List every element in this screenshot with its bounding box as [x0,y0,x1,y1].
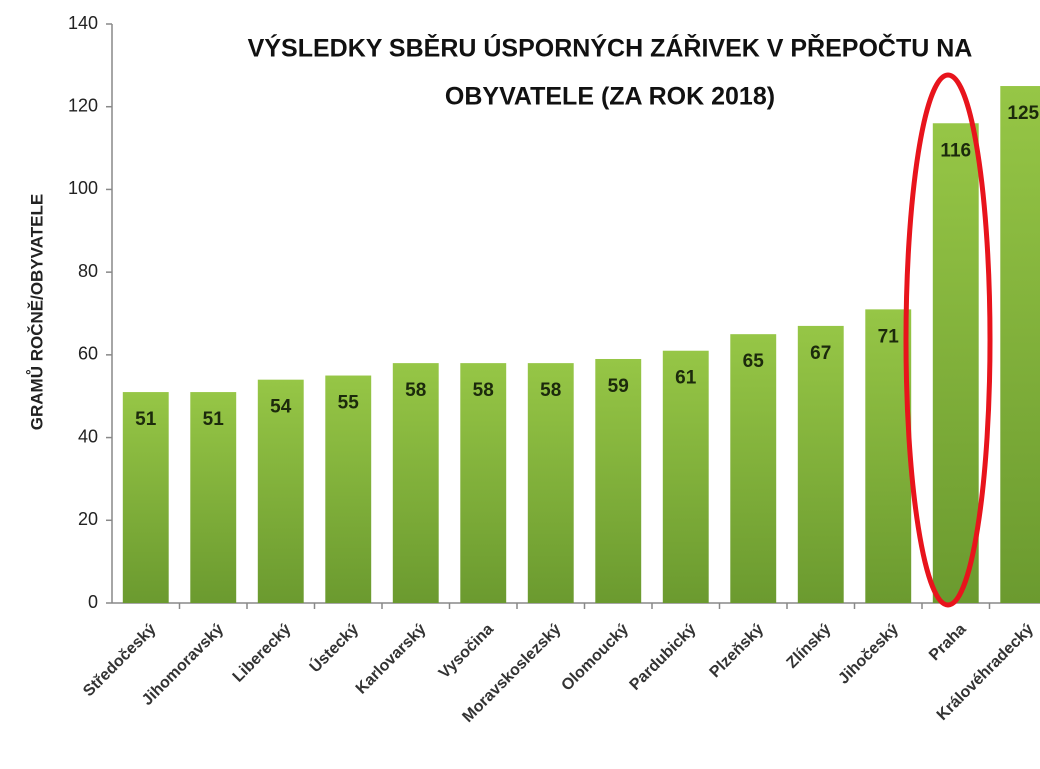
bar [865,309,912,603]
data-label: 59 [608,376,629,397]
data-label: 55 [338,393,360,414]
x-tick-label: Vysočina [436,621,497,682]
data-label: 58 [540,380,561,401]
bar [190,392,237,603]
y-tick-label: 60 [78,344,98,364]
chart-title: OBYVATELE (ZA ROK 2018) [445,83,775,111]
bar [257,379,304,603]
x-tick-label: Karlovarský [353,621,430,698]
y-tick-label: 140 [68,13,98,33]
data-label: 58 [473,380,494,401]
y-tick-label: 40 [78,426,98,446]
x-tick-label: Jihočeský [835,621,902,688]
bar [122,392,169,603]
bar [797,325,844,603]
y-axis-label: GRAMŮ ROČNĚ/OBYVATELE [26,194,46,430]
x-tick-label: Ústecký [305,619,362,676]
bar [595,358,642,603]
data-label: 71 [878,326,900,347]
data-label: 54 [270,397,292,418]
data-label: 51 [203,409,225,430]
x-tick-label: Olomoucký [558,621,632,695]
y-tick-label: 100 [68,178,98,198]
bar [932,123,979,603]
chart-title: VÝSLEDKY SBĚRU ÚSPORNÝCH ZÁŘIVEK V PŘEPO… [248,33,973,63]
bar [392,363,439,603]
data-label: 65 [743,351,765,372]
x-tick-label: Plzeňský [707,621,768,682]
bar [1000,86,1040,604]
highlight-ellipse [903,72,993,608]
bar [325,375,372,603]
data-label: 125 [1007,103,1039,124]
bar [527,363,574,603]
y-tick-label: 120 [68,95,98,115]
data-label: 61 [675,368,697,389]
data-label: 116 [940,140,971,161]
x-tick-label: Zlínský [784,621,835,672]
data-label: 51 [135,409,157,430]
y-tick-label: 80 [78,261,98,281]
y-tick-label: 0 [88,592,98,612]
x-tick-label: Pardubický [627,621,700,694]
bar [730,334,777,603]
x-tick-label: Liberecký [230,621,295,686]
data-label: 67 [810,343,831,364]
y-tick-label: 20 [78,509,98,529]
bar [662,350,709,603]
bar [460,363,507,603]
data-label: 58 [405,380,426,401]
x-tick-label: Praha [926,621,970,665]
